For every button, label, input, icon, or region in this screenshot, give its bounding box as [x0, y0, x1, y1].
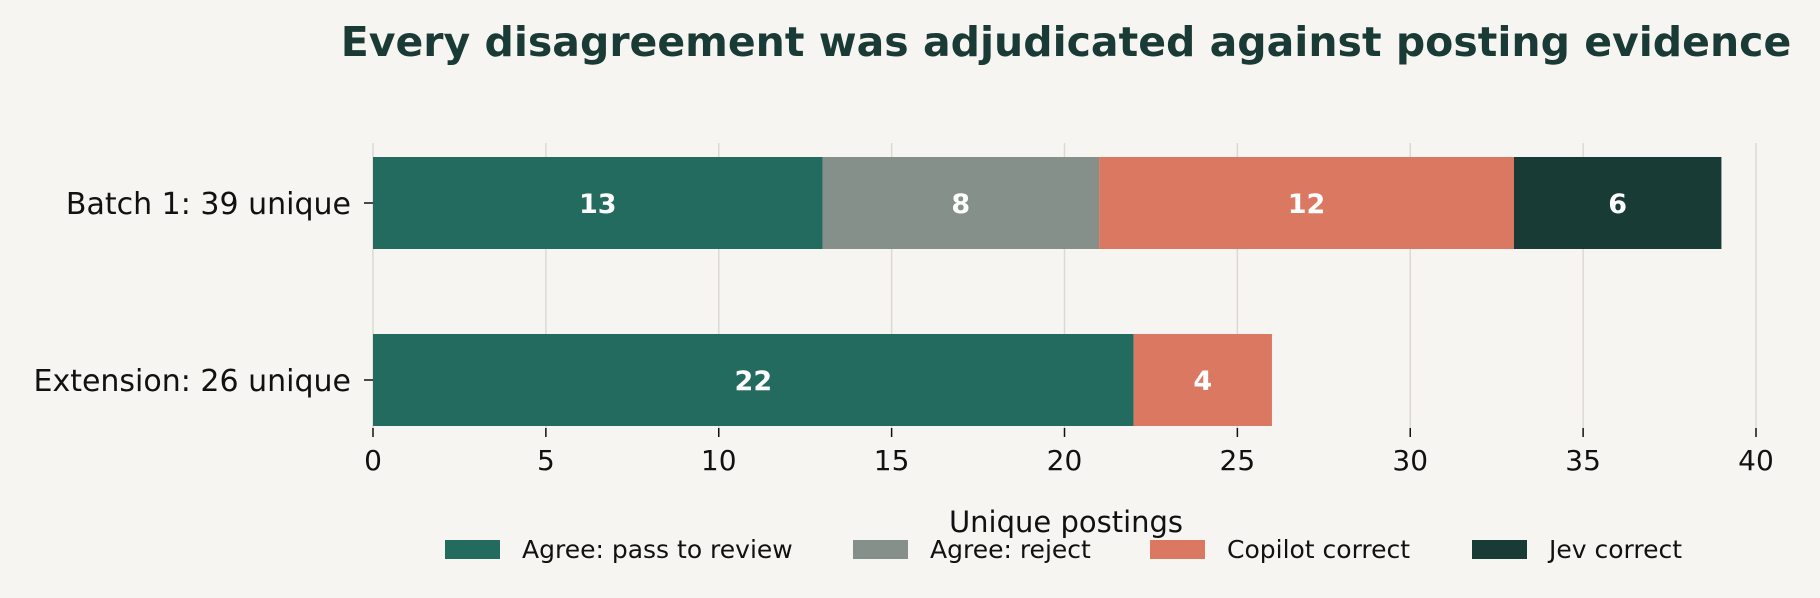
chart-title: Every disagreement was adjudicated again…	[341, 18, 1792, 66]
bar-segment	[373, 334, 1134, 426]
bar-value-label: 22	[735, 366, 773, 397]
legend-swatch	[445, 540, 500, 559]
bar-value-label: 6	[1608, 189, 1627, 220]
x-tick-label: 30	[1392, 444, 1428, 477]
legend-label: Copilot correct	[1227, 535, 1410, 564]
legend: Agree: pass to review Agree: reject Copilo…	[445, 535, 1682, 564]
bar-value-label: 8	[951, 189, 970, 220]
x-tick-label: 10	[701, 444, 737, 477]
x-tick-label: 5	[537, 444, 555, 477]
x-tick-label: 35	[1565, 444, 1601, 477]
bar-segment	[373, 157, 823, 249]
legend-swatch	[1150, 540, 1205, 559]
bar-value-label: 4	[1193, 366, 1212, 397]
x-tick-label: 40	[1738, 444, 1774, 477]
bar-segment	[1513, 157, 1722, 249]
category-label: Batch 1: 39 unique	[66, 187, 351, 222]
legend-label: Jev correct	[1547, 535, 1682, 564]
legend-swatch	[1472, 540, 1527, 559]
legend-swatch	[853, 540, 908, 559]
bar-segment	[822, 157, 1100, 249]
x-axis: 0 5 10 15 20 25 30 35 40	[364, 428, 1774, 477]
y-axis: Batch 1: 39 unique Extension: 26 unique	[33, 187, 373, 399]
bar-value-label: 13	[579, 189, 617, 220]
x-tick-label: 25	[1220, 444, 1256, 477]
x-tick-label: 0	[364, 444, 382, 477]
x-tick-label: 20	[1047, 444, 1083, 477]
bars: 13 8 12 6 22 4	[373, 157, 1722, 426]
legend-label: Agree: pass to review	[522, 535, 793, 564]
bar-value-label: 12	[1288, 189, 1326, 220]
legend-label: Agree: reject	[930, 535, 1091, 564]
category-label: Extension: 26 unique	[33, 364, 351, 399]
x-axis-label: Unique postings	[949, 505, 1183, 539]
bar-segment	[1099, 157, 1514, 249]
x-tick-label: 15	[874, 444, 910, 477]
bar-segment	[1133, 334, 1272, 426]
